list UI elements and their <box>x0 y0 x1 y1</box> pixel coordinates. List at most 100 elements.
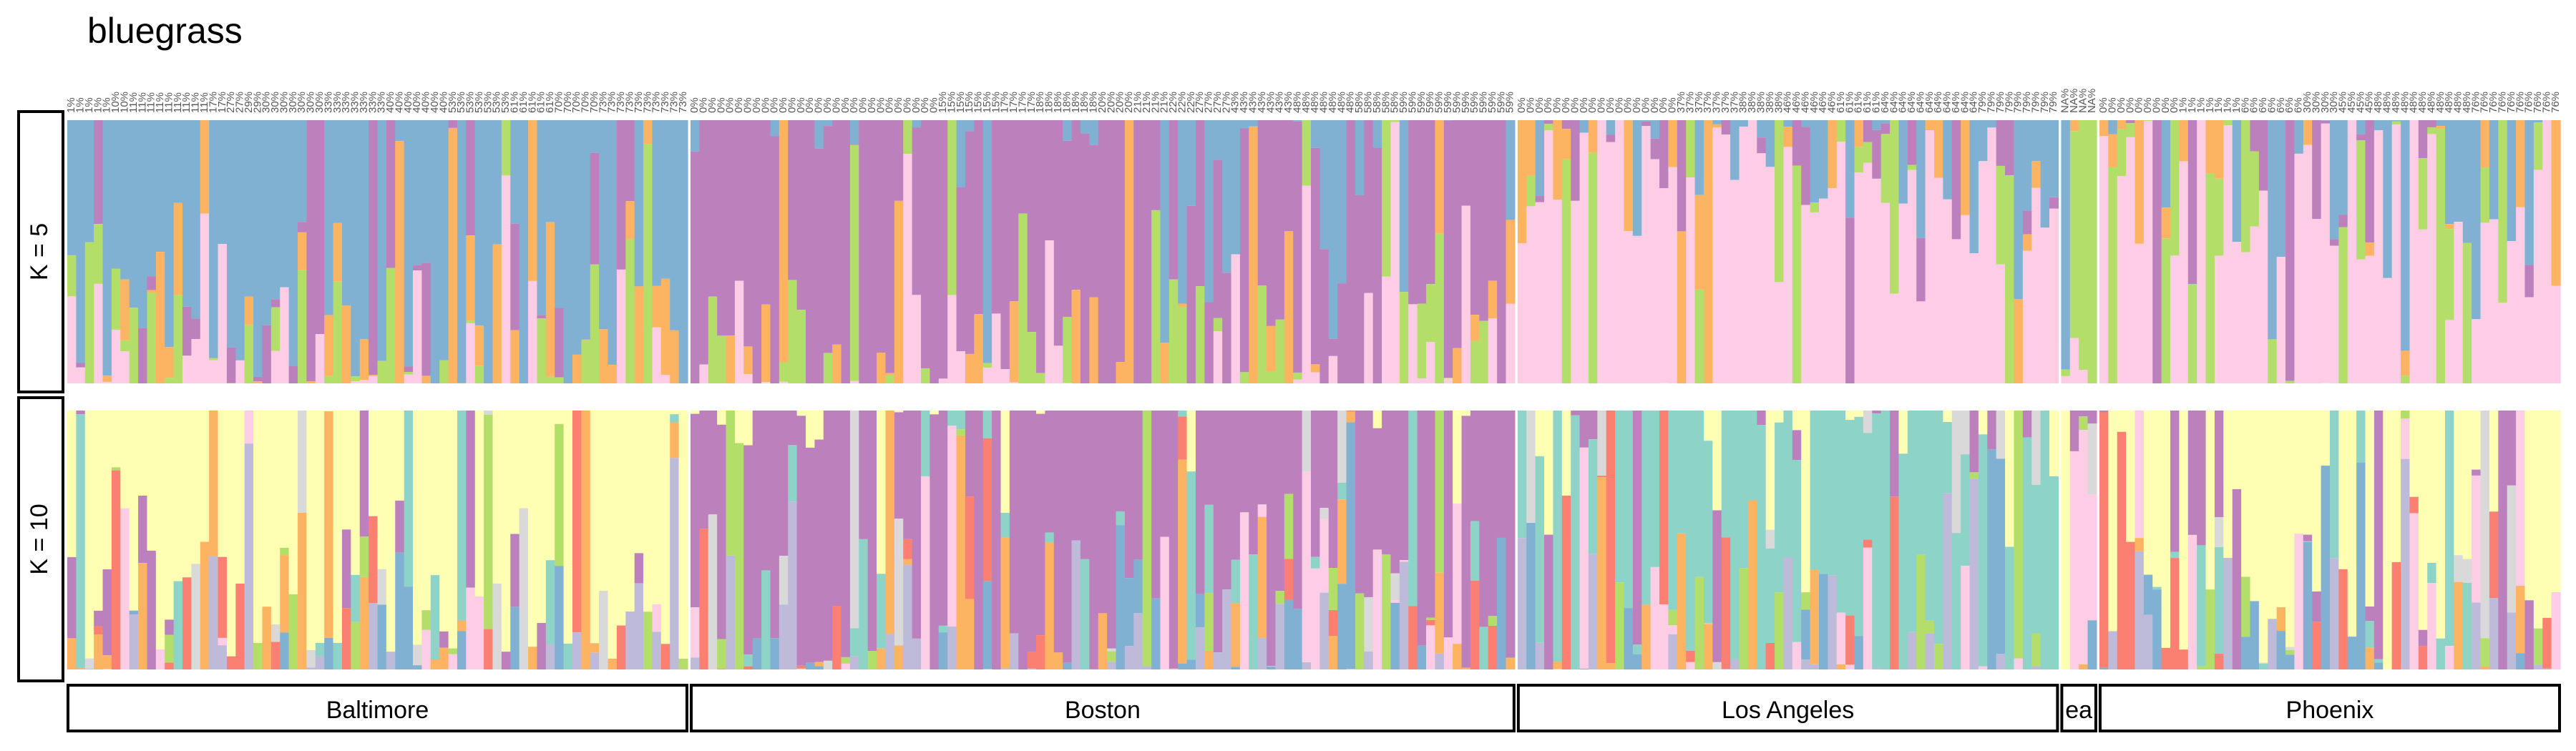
bar-segment <box>1765 411 1775 530</box>
x-tick-label: 59% <box>1450 92 1463 113</box>
x-tick-label: 0% <box>2124 97 2136 113</box>
x-tick-label: 0% <box>1622 97 1634 113</box>
bar-segment <box>280 632 290 669</box>
bar-segment <box>2014 411 2024 659</box>
x-tick-label: 0% <box>1613 97 1625 113</box>
bar-segment <box>545 560 555 644</box>
x-tick-label: 15% <box>981 92 993 113</box>
bar-segment <box>1204 593 1214 651</box>
bar-segment <box>938 120 948 379</box>
x-tick-label: 0% <box>2168 97 2180 113</box>
bar-segment <box>1588 411 1598 440</box>
bar-segment <box>2250 151 2260 227</box>
bar-segment <box>1364 120 1374 293</box>
bar-segment <box>492 583 502 669</box>
bar-segment <box>1036 373 1046 383</box>
bar-segment <box>555 120 565 308</box>
bar-segment <box>94 120 104 225</box>
bar-segment <box>1443 120 1453 378</box>
bar-segment <box>2268 120 2278 340</box>
bar-segment <box>1818 198 1828 383</box>
bar-segment <box>253 120 263 377</box>
bar-segment <box>2152 586 2162 590</box>
bar-segment <box>1836 612 1846 664</box>
bar-segment <box>1053 411 1063 653</box>
bar-segment <box>457 631 467 669</box>
bar-segment <box>413 411 423 645</box>
bar-segment <box>849 144 859 145</box>
bar-segment <box>324 411 334 638</box>
x-tick-label: 70% <box>580 92 592 113</box>
bar-segment <box>625 611 635 669</box>
bar-segment <box>634 411 644 554</box>
bar-segment <box>404 120 414 367</box>
x-tick-label: 0% <box>1649 97 1661 113</box>
bar-segment <box>652 411 662 604</box>
bar-segment <box>492 411 502 584</box>
bar-segment <box>2409 496 2419 514</box>
strip-label: K = 10 <box>26 504 53 574</box>
bar-segment <box>699 120 709 365</box>
bar-segment <box>1461 667 1471 669</box>
bar-segment <box>84 658 94 669</box>
x-tick-label: 30% <box>278 92 290 113</box>
x-tick-label: 64% <box>1958 92 1971 113</box>
bar-segment <box>359 411 369 537</box>
bar-segment <box>377 360 387 383</box>
bar-segment <box>2108 134 2118 167</box>
bar-segment <box>262 607 272 669</box>
bar-segment <box>2516 120 2526 207</box>
x-tick-label: 0% <box>2142 97 2154 113</box>
x-tick-label: 59% <box>1424 92 1436 113</box>
bar-segment <box>2524 600 2534 669</box>
bar-segment <box>218 556 228 638</box>
x-tick-label: 64% <box>1906 92 1918 113</box>
bar-segment <box>2365 242 2375 256</box>
x-tick-label: 1% <box>83 97 95 113</box>
x-tick-label: 0% <box>919 97 931 113</box>
bar-segment <box>1089 411 1099 669</box>
bar-segment <box>474 325 484 366</box>
bar-segment <box>1978 161 1988 383</box>
bar-segment <box>1898 120 1908 204</box>
bar-segment <box>867 120 877 383</box>
bar-segment <box>1160 411 1170 537</box>
bar-segment <box>965 120 975 132</box>
bar-segment <box>1872 413 1882 668</box>
bar-segment <box>590 643 600 653</box>
bar-segment <box>2214 120 2224 179</box>
bar-segment <box>2383 411 2393 669</box>
x-tick-label: 79% <box>2021 92 2033 113</box>
bar-segment <box>253 376 263 382</box>
bar-segment <box>616 411 626 626</box>
bar-segment <box>947 626 957 669</box>
x-tick-label: 37% <box>1693 92 1705 113</box>
bar-segment <box>226 411 236 657</box>
bar-segment <box>1186 471 1196 660</box>
bar-segment <box>1561 129 1571 159</box>
bar-segment <box>244 325 254 383</box>
bar-segment <box>1588 439 1598 554</box>
bar-segment <box>2507 411 2517 486</box>
bar-segment <box>1435 411 1445 573</box>
bar-segment <box>555 411 565 424</box>
bar-segment <box>1027 652 1037 669</box>
bar-segment <box>1677 533 1687 669</box>
x-tick-label: 59% <box>1442 92 1454 113</box>
bar-segment <box>2005 175 2015 383</box>
bar-segment <box>404 374 414 383</box>
bar-segment <box>670 414 680 423</box>
bar-segment <box>1872 129 1882 179</box>
bar-segment <box>2383 120 2393 278</box>
bar-segment <box>165 347 175 378</box>
bar-segment <box>155 120 165 252</box>
x-tick-label: 48% <box>2461 92 2473 113</box>
bar-segment <box>652 120 662 286</box>
bar-segment <box>2241 120 2251 252</box>
bar-segment <box>2356 411 2366 463</box>
bar-segment <box>333 222 343 282</box>
bar-segment <box>743 666 753 669</box>
bar-segment <box>947 426 957 627</box>
panel-k5: K = 5 <box>17 110 2561 393</box>
bar-segment <box>912 411 922 639</box>
